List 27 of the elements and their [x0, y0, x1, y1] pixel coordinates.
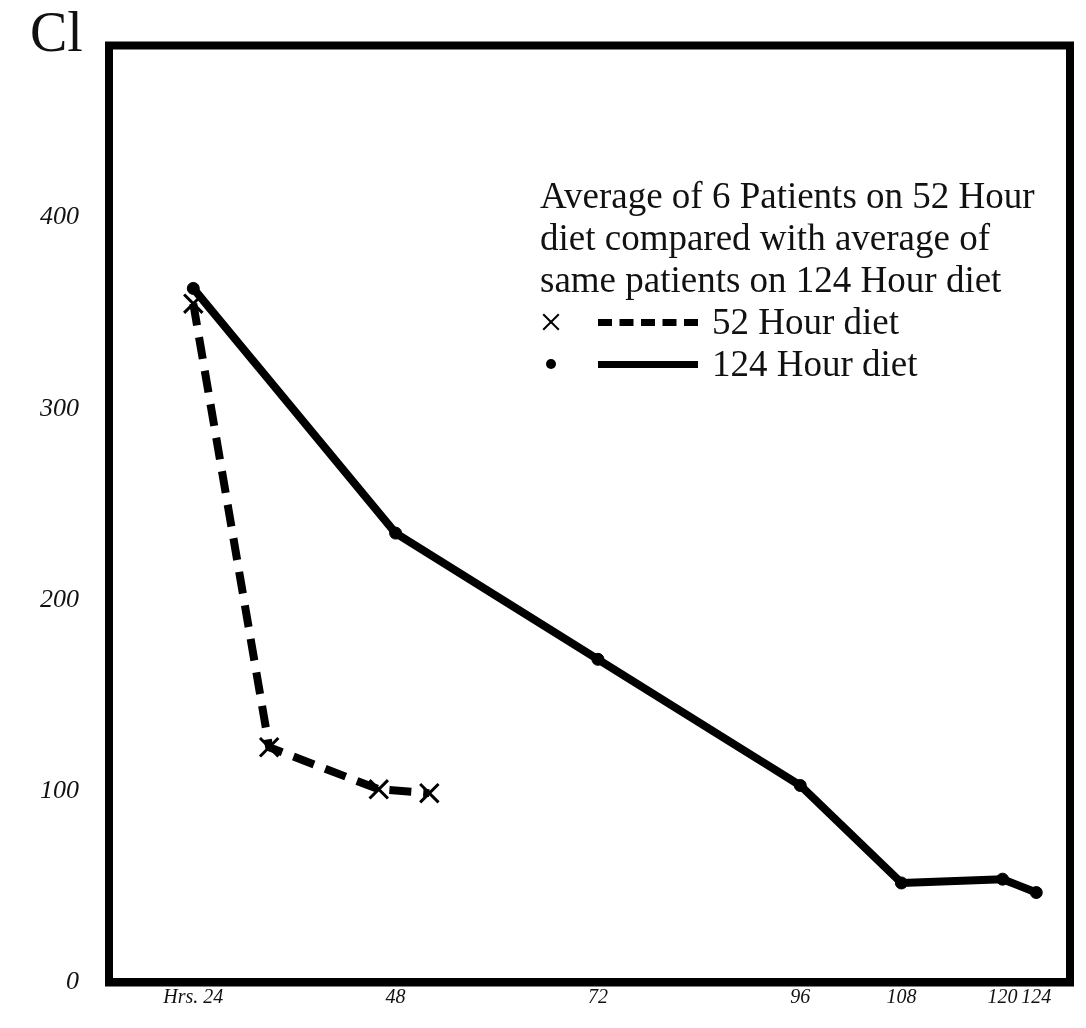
y-axis-title: Cl: [30, 0, 83, 64]
point: [591, 652, 605, 666]
x-tick-label: Hrs. 24: [162, 984, 224, 1007]
point: [1029, 886, 1043, 900]
point: [186, 281, 200, 295]
x-tick-label: 96: [790, 984, 811, 1007]
x-tick-label: 124: [1021, 984, 1052, 1007]
y-tick-label: 100: [40, 775, 79, 805]
point: [418, 782, 441, 804]
point: [258, 736, 280, 758]
point: [793, 778, 807, 792]
y-tick-label: 0: [66, 966, 79, 996]
x-tick-label: 120: [987, 984, 1018, 1007]
point: [389, 526, 403, 540]
point: [368, 778, 390, 800]
x-tick-label: 72: [587, 984, 608, 1007]
legend-label: 52 Hour diet: [712, 301, 900, 343]
point: [996, 872, 1010, 886]
y-tick-label: 200: [40, 583, 79, 613]
legend-label: 124 Hour diet: [712, 343, 918, 385]
y-tick-label: 400: [40, 201, 79, 231]
point: [894, 876, 908, 890]
point: [182, 293, 204, 315]
text: Average of 6 Patients on 52 Hour diet compared with average of same patients on 124 Hour diet: [540, 175, 1036, 301]
y-tick-label: 300: [39, 392, 79, 422]
x-tick-label: 108: [886, 984, 917, 1007]
x-tick-label: 48: [385, 984, 406, 1007]
